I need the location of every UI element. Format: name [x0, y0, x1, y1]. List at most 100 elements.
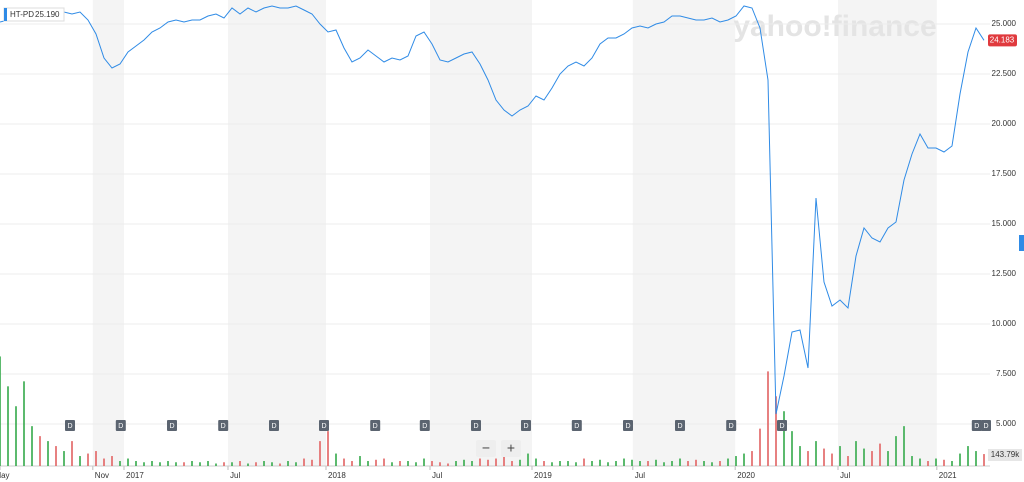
dividend-marker: D	[726, 420, 737, 431]
volume-bar	[367, 461, 369, 466]
zoom-button-label: −	[482, 440, 490, 456]
volume-bar	[303, 458, 305, 466]
volume-bar	[639, 461, 641, 466]
volume-bar	[975, 451, 977, 466]
x-tick-label: Nov	[95, 471, 109, 480]
x-tick-label: 2019	[534, 471, 552, 480]
volume-bar	[79, 456, 81, 466]
volume-bar	[815, 441, 817, 466]
dividend-label: D	[729, 423, 734, 430]
volume-bar	[127, 458, 129, 466]
zoom-button[interactable]: −	[476, 440, 496, 457]
volume-bar	[935, 458, 937, 466]
volume-badge	[988, 449, 1022, 461]
volume-bar	[415, 462, 417, 466]
dividend-label: D	[321, 423, 326, 430]
volume-bar	[607, 462, 609, 466]
volume-bar	[895, 436, 897, 466]
x-tick-label: 2017	[126, 471, 144, 480]
legend-name: HT-PD	[10, 10, 34, 19]
volume-bar	[855, 441, 857, 466]
volume-bar	[959, 453, 961, 466]
volume-bar	[567, 461, 569, 466]
y-tick-label: 12.500	[992, 269, 1017, 278]
volume-bar	[495, 458, 497, 466]
volume-bar	[951, 461, 953, 466]
dividend-label: D	[779, 423, 784, 430]
volume-bar	[903, 426, 905, 466]
dividend-label: D	[974, 423, 979, 430]
dividend-marker: D	[319, 420, 329, 431]
shade-band	[430, 0, 532, 466]
shade-band	[838, 0, 937, 466]
zoom-button[interactable]: +	[501, 440, 521, 457]
volume-bar	[327, 431, 329, 466]
volume-bar	[911, 456, 913, 466]
volume-bar	[207, 461, 209, 466]
volume-bar	[575, 462, 577, 466]
dividend-label: D	[271, 423, 276, 430]
y-tick-label: 15.000	[992, 219, 1017, 228]
dividend-marker: D	[370, 420, 381, 431]
dividend-badge	[571, 420, 582, 431]
dividend-badge	[319, 420, 329, 431]
volume-bar	[191, 461, 193, 466]
dividend-label: D	[983, 423, 988, 430]
x-tick-label: 2018	[328, 471, 346, 480]
dividend-marker: D	[269, 420, 279, 431]
volume-badge-label: 143.79k	[991, 450, 1020, 459]
dividend-badge	[419, 420, 430, 431]
volume-bar	[967, 446, 969, 466]
dividend-badge	[726, 420, 737, 431]
volume-bar	[887, 451, 889, 466]
volume-bar	[839, 446, 841, 466]
volume-bar	[799, 446, 801, 466]
volume-bar	[359, 456, 361, 466]
volume-bar	[95, 451, 97, 466]
legend-swatch	[4, 8, 7, 21]
dividend-marker: D	[471, 420, 481, 431]
volume-bar	[231, 462, 233, 466]
dividend-badge	[115, 420, 126, 431]
volume-bar	[31, 426, 33, 466]
dividend-marker: D	[65, 420, 75, 431]
volume-bar	[823, 448, 825, 466]
volume-bar	[375, 459, 377, 466]
volume-bar	[479, 458, 481, 466]
volume-bar	[631, 459, 633, 466]
volume-bar	[743, 453, 745, 466]
volume-bar	[311, 459, 313, 466]
volume-bar	[583, 458, 585, 466]
volume-bar	[23, 381, 25, 466]
volume-bar	[647, 461, 649, 466]
volume-bar	[239, 461, 241, 466]
volume-bar	[447, 463, 449, 466]
volume-bar	[119, 461, 121, 466]
volume-bar	[215, 463, 217, 466]
dividend-marker: D	[981, 420, 991, 431]
dividend-marker: D	[971, 420, 982, 431]
volume-bar	[695, 459, 697, 466]
price-line	[0, 5, 985, 415]
zoom-button-bg	[501, 440, 521, 457]
dividend-badge	[370, 420, 381, 431]
volume-bar	[551, 462, 553, 466]
volume-bar	[655, 459, 657, 466]
volume-bar	[519, 459, 521, 466]
volume-bar	[767, 371, 769, 466]
volume-bar	[111, 456, 113, 466]
zoom-button-label: +	[507, 440, 515, 456]
legend-price: 25.190	[35, 10, 60, 19]
volume-bar	[791, 431, 793, 466]
dividend-badge	[471, 420, 481, 431]
x-tick-label: 2021	[939, 471, 957, 480]
volume-bar	[175, 462, 177, 466]
volume-bar	[87, 453, 89, 466]
volume-bar	[319, 441, 321, 466]
volume-bar	[623, 458, 625, 466]
y-tick-label: 5.000	[996, 419, 1017, 428]
x-tick-label: Jul	[635, 471, 645, 480]
volume-bar	[47, 441, 49, 466]
volume-bar	[295, 462, 297, 466]
